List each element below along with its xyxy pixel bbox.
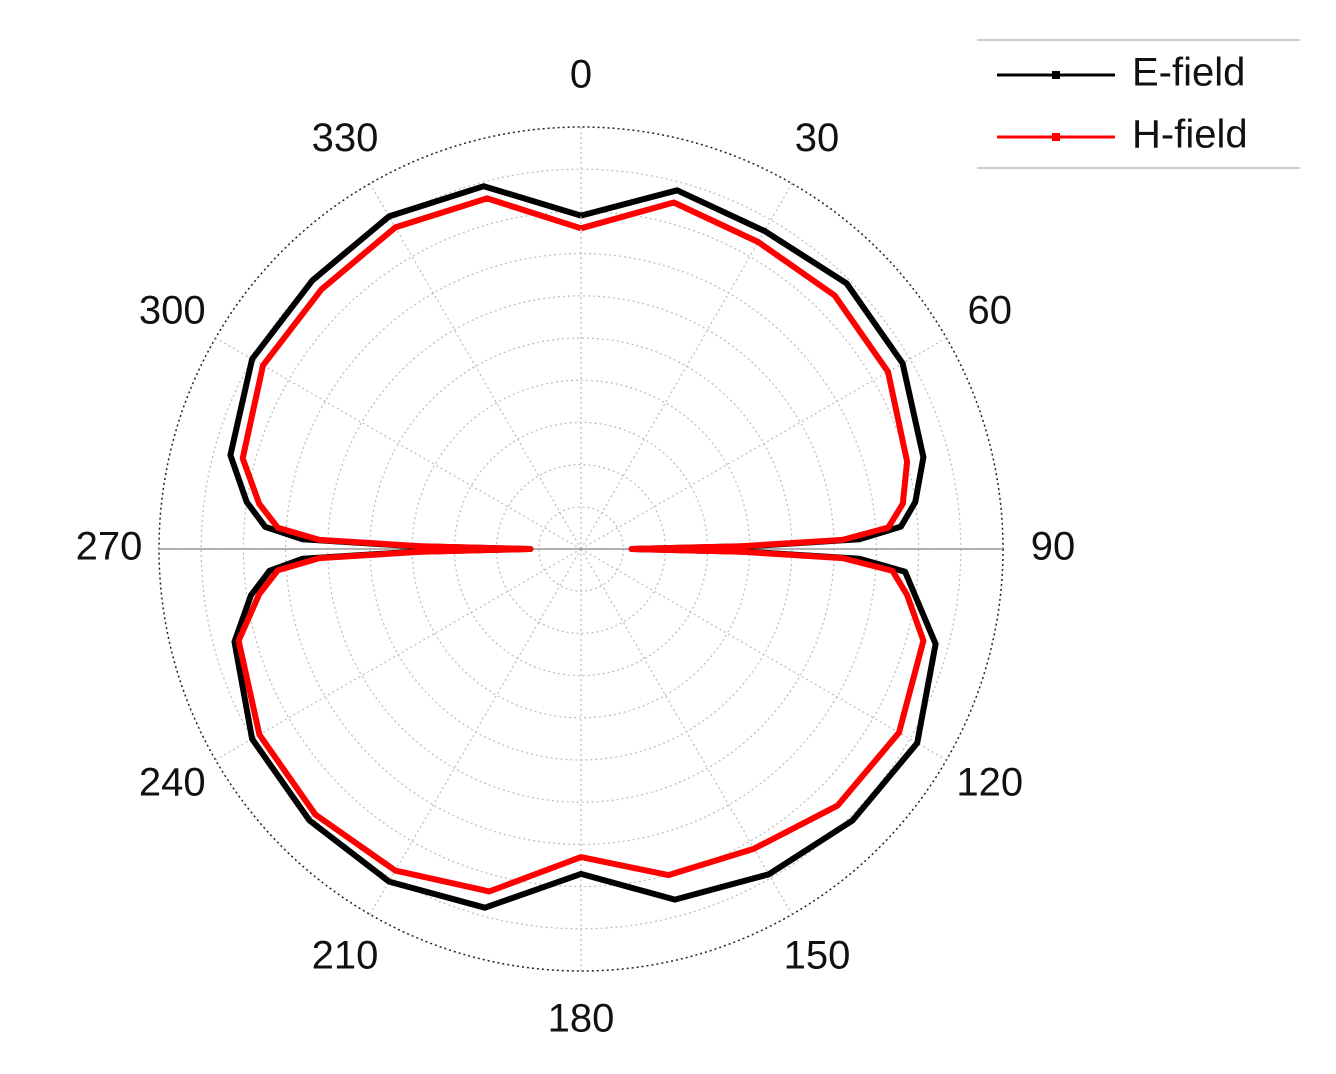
theta-tick-label: 330 <box>312 116 379 160</box>
theta-tick-label: 30 <box>795 116 840 160</box>
grid-spoke <box>580 548 793 915</box>
grid-spoke <box>580 183 793 550</box>
theta-tick-label: 240 <box>139 761 206 805</box>
theta-tick-label: 270 <box>76 525 143 569</box>
legend-label: E-field <box>1132 51 1245 95</box>
grid-spoke <box>215 337 582 550</box>
theta-tick-label: 0 <box>570 53 592 97</box>
theta-tick-label: 210 <box>312 933 379 977</box>
grid-spoke <box>580 548 947 761</box>
grid-spoke <box>369 548 582 915</box>
theta-tick-label: 90 <box>1031 525 1076 569</box>
series-line <box>227 183 939 911</box>
series-line <box>235 195 927 895</box>
legend-label: H-field <box>1132 113 1248 157</box>
theta-tick-label: 60 <box>968 289 1013 333</box>
legend-marker <box>1052 71 1060 79</box>
grid-spoke <box>215 548 582 761</box>
grid-spoke <box>369 183 582 550</box>
legend-marker <box>1052 133 1060 141</box>
theta-tick-label: 180 <box>548 997 615 1041</box>
theta-tick-label: 120 <box>956 761 1023 805</box>
theta-tick-label: 300 <box>139 289 206 333</box>
theta-tick-label: 150 <box>784 933 851 977</box>
